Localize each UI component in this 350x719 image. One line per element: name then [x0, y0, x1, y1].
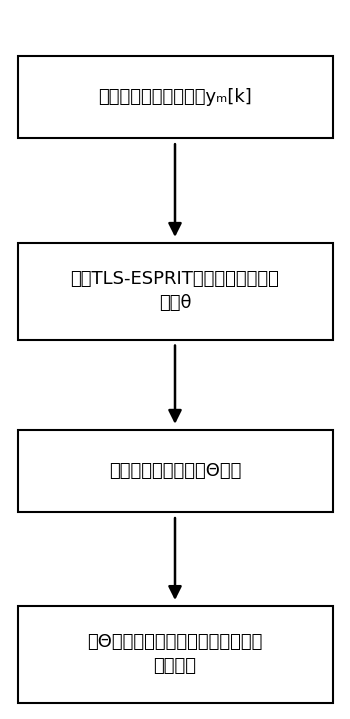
Bar — [18, 56, 332, 139]
Bar — [18, 243, 332, 340]
Text: 根据信号的相移求出Θ矩阵: 根据信号的相移求出Θ矩阵 — [109, 462, 241, 480]
Text: 利用TLS-ESPRIT算法求得信号的波
达角θ: 利用TLS-ESPRIT算法求得信号的波 达角θ — [71, 270, 279, 312]
Bar — [18, 430, 332, 512]
Text: 将Θ矩阵代入信号恢复公式，进行相
位差校准: 将Θ矩阵代入信号恢复公式，进行相 位差校准 — [87, 633, 263, 675]
Text: 获取采样后的信号矩阵yₘ[k]: 获取采样后的信号矩阵yₘ[k] — [98, 88, 252, 106]
Bar — [18, 605, 332, 703]
